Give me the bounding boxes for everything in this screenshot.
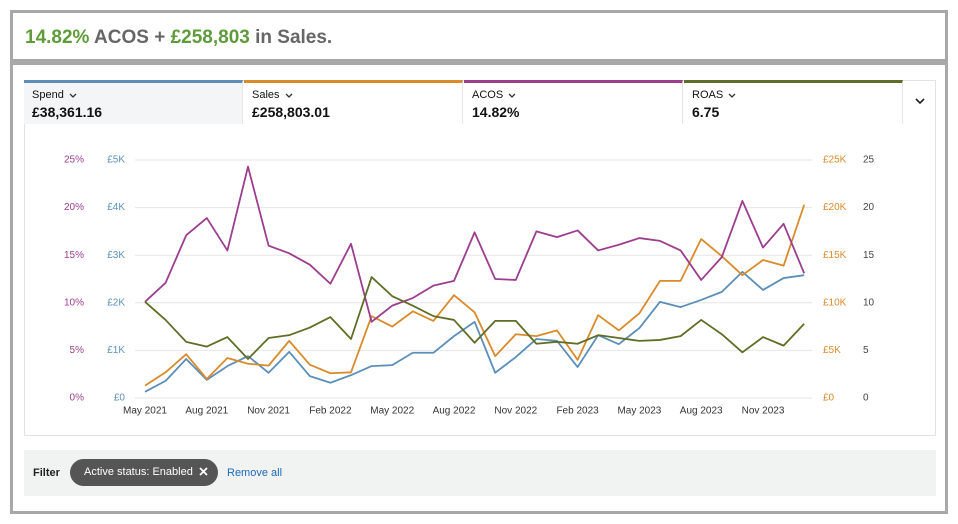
metric-label: ROAS (692, 89, 724, 101)
metric-value: £258,803.01 (252, 104, 330, 120)
y-tick-label: 25% (64, 155, 84, 166)
metric-value: 14.82% (472, 104, 520, 120)
x-tick-label: Nov 2023 (742, 406, 785, 417)
x-tick-label: Aug 2023 (680, 406, 723, 417)
y-tick-label: £5K (823, 345, 841, 356)
x-tick-label: Aug 2021 (185, 406, 228, 417)
y-tick-label: 10 (863, 297, 875, 308)
remove-all-link[interactable]: Remove all (227, 467, 283, 479)
y-tick-label: £0 (823, 393, 835, 404)
series-line (144, 270, 805, 393)
metric-tab[interactable]: ACOS 14.82% (464, 80, 683, 124)
expand-chevron[interactable] (915, 98, 925, 105)
x-tick-label: Feb 2022 (309, 406, 352, 417)
headline-text: ACOS + (89, 27, 171, 48)
chevron (728, 93, 736, 98)
y-tick-label: £25K (823, 155, 847, 166)
chevron (69, 93, 77, 98)
chip-text: Active status: Enabled (84, 466, 193, 478)
y-tick-label: 0% (70, 393, 85, 404)
y-tick-label: £0 (114, 393, 126, 404)
y-tick-label: £5K (107, 155, 125, 166)
series-line (144, 276, 805, 360)
y-tick-label: £20K (823, 202, 847, 213)
y-tick-label: £3K (107, 250, 125, 261)
x-tick-label: May 2022 (370, 406, 414, 417)
y-tick-label: 20% (64, 202, 84, 213)
y-tick-label: 15 (863, 250, 875, 261)
y-tick-label: £2K (107, 297, 125, 308)
filter-bar: Filter Active status: Enabled Remove all (24, 450, 936, 496)
metric-value: £38,361.16 (32, 104, 103, 120)
headline: 14.82% ACOS + £258,803 in Sales. (10, 10, 948, 62)
headline-acos: 14.82% (25, 27, 90, 48)
y-tick-label: £15K (823, 250, 847, 261)
y-tick-label: £10K (823, 297, 847, 308)
metric-tab[interactable]: Sales £258,803.01 (244, 80, 463, 124)
series-line (144, 204, 806, 387)
y-tick-label: 5% (70, 345, 85, 356)
metric-tab[interactable]: ROAS 6.75 (684, 80, 903, 124)
y-tick-label: 0 (863, 393, 869, 404)
chip-close[interactable] (199, 467, 208, 476)
series-line (144, 165, 806, 323)
y-tick-label: £1K (107, 345, 125, 356)
headline-text: in Sales. (249, 27, 333, 48)
y-tick-label: 20 (863, 202, 875, 213)
panel (10, 62, 948, 514)
headline-sales: £258,803 (170, 27, 250, 48)
metric-label: ACOS (472, 89, 504, 101)
filter-chip[interactable]: Active status: Enabled (70, 459, 218, 486)
metric-label: Spend (32, 89, 64, 101)
y-tick-label: 25 (863, 155, 875, 166)
x-tick-label: Aug 2022 (433, 406, 476, 417)
chevron (508, 93, 516, 98)
y-tick-label: 15% (64, 250, 84, 261)
filter-label: Filter (33, 467, 60, 479)
x-tick-label: Nov 2021 (247, 406, 290, 417)
metric-tab[interactable]: Spend £38,361.16 (24, 80, 243, 124)
x-tick-label: Feb 2023 (556, 406, 599, 417)
metric-value: 6.75 (692, 104, 720, 120)
y-tick-label: £4K (107, 202, 125, 213)
y-tick-label: 5 (863, 345, 869, 356)
metric-label: Sales (252, 89, 280, 101)
chevron (285, 93, 292, 98)
y-tick-label: 10% (64, 297, 84, 308)
x-tick-label: May 2023 (617, 406, 661, 417)
x-tick-label: Nov 2022 (494, 406, 537, 417)
x-tick-label: May 2021 (123, 406, 167, 417)
